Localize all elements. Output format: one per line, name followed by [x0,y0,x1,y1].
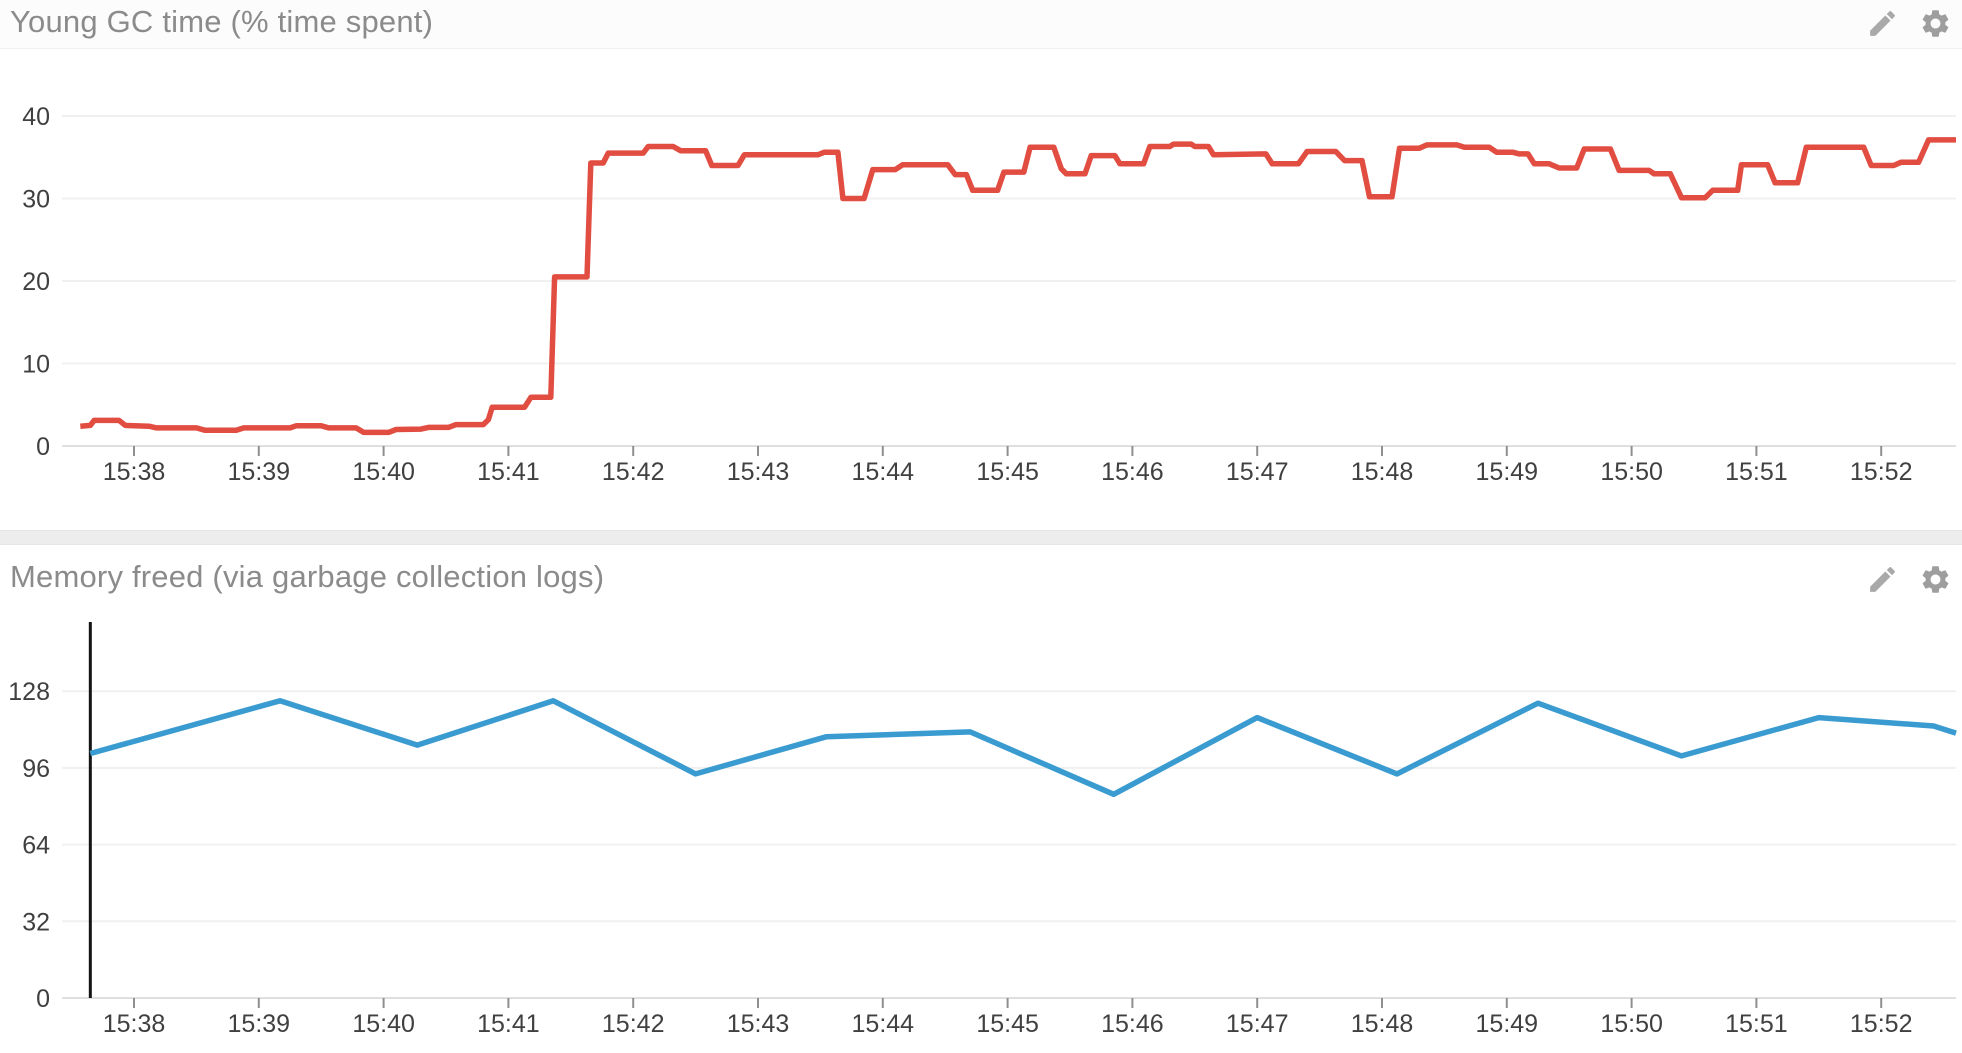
x-tick-label: 15:40 [352,1010,415,1038]
gear-icon[interactable] [1919,7,1952,40]
x-tick-label: 15:39 [228,458,291,486]
y-tick-label: 96 [22,755,50,783]
panel-memory-freed: Memory freed (via garbage collection log… [0,545,1962,1053]
young-gc-time-chart[interactable]: 0 10 20 30 40 15:38 15:39 15:40 15:41 15:42 15:43 1… [0,48,1962,503]
panel-young-gc-time: Young GC time (% time spent) 0 10 20 30 40 15… [0,0,1962,503]
x-tick-label: 15:52 [1850,458,1913,486]
x-tick-label: 15:48 [1351,1010,1414,1038]
x-tick-label: 15:50 [1600,1010,1663,1038]
x-tick-label: 15:38 [103,1010,166,1038]
memory-freed-chart[interactable]: 0 32 64 96 128 15:38 15:39 15:40 15:41 15:42 15:43… [0,595,1962,1053]
x-tick-label: 15:44 [852,1010,915,1038]
x-tick-label: 15:41 [477,1010,540,1038]
x-tick-label: 15:39 [228,1010,291,1038]
pencil-icon[interactable] [1866,7,1899,40]
panel-header-icons [1866,563,1952,596]
x-tick-label: 15:42 [602,1010,665,1038]
x-tick-label: 15:42 [602,458,665,486]
x-tick-label: 15:47 [1226,458,1289,486]
panel-title: Memory freed (via garbage collection log… [10,559,605,594]
x-tick-label: 15:48 [1351,458,1414,486]
x-tick-label: 15:43 [727,1010,790,1038]
pencil-icon[interactable] [1866,563,1899,596]
panel-header: Young GC time (% time spent) [0,0,1962,49]
x-tick-label: 15:45 [976,1010,1039,1038]
x-tick-label: 15:46 [1101,1010,1164,1038]
panel-title: Young GC time (% time spent) [10,4,434,39]
y-tick-label: 20 [22,268,50,296]
x-tick-label: 15:40 [352,458,415,486]
x-tick-label: 15:44 [852,458,915,486]
y-tick-label: 32 [22,908,50,936]
x-tick-label: 15:47 [1226,1010,1289,1038]
panel-header: Memory freed (via garbage collection log… [0,545,1962,595]
y-tick-label: 128 [8,678,50,706]
x-tick-label: 15:38 [103,458,166,486]
x-tick-label: 15:46 [1101,458,1164,486]
x-tick-label: 15:51 [1725,458,1788,486]
y-tick-label: 0 [36,433,50,461]
series-line-memory-freed [89,698,1957,798]
x-tick-label: 15:41 [477,458,540,486]
x-tick-label: 15:51 [1725,1010,1788,1038]
series-line-young-gc-time- [80,137,1956,436]
x-tick-label: 15:49 [1476,458,1539,486]
y-tick-label: 40 [22,103,50,131]
x-tick-label: 15:45 [976,458,1039,486]
y-tick-label: 64 [22,832,50,860]
x-tick-label: 15:49 [1476,1010,1539,1038]
panel-header-icons [1866,7,1952,40]
x-tick-label: 15:50 [1600,458,1663,486]
gear-icon[interactable] [1919,563,1952,596]
panel-divider [0,530,1962,545]
y-tick-label: 30 [22,186,50,214]
x-tick-label: 15:43 [727,458,790,486]
x-tick-label: 15:52 [1850,1010,1913,1038]
y-tick-label: 10 [22,351,50,379]
y-tick-label: 0 [36,985,50,1013]
